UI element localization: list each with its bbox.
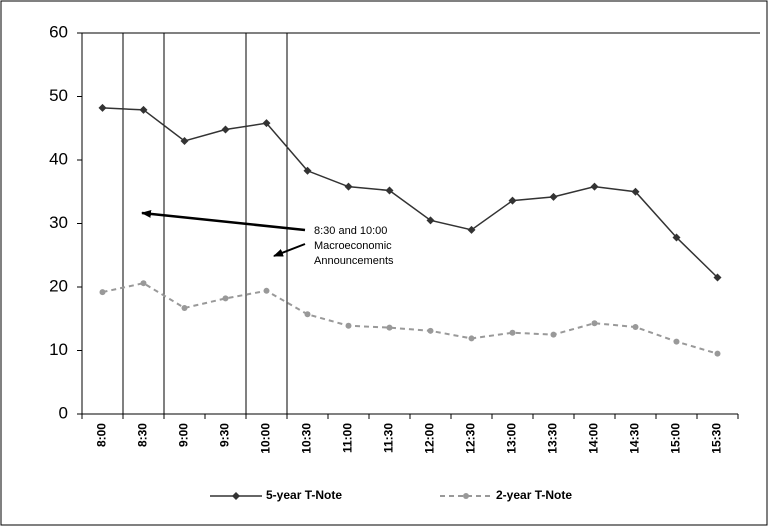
point	[714, 350, 721, 357]
point	[631, 187, 640, 196]
point	[468, 335, 475, 342]
x-tick-label: 12:30	[464, 423, 478, 454]
point	[262, 119, 271, 128]
arrow	[141, 209, 306, 232]
x-tick-label: 8:30	[136, 423, 150, 447]
point	[221, 125, 230, 134]
x-tick-label: 11:00	[341, 423, 355, 453]
x-tick-label: 13:30	[546, 423, 560, 454]
legend-marker	[232, 492, 240, 500]
point	[426, 216, 435, 225]
point	[713, 273, 722, 282]
y-tick-label: 60	[49, 22, 68, 41]
x-tick-label: 8:00	[95, 423, 109, 447]
arrow	[273, 243, 306, 257]
point	[344, 182, 353, 191]
point	[222, 295, 229, 302]
legend-label: 5-year T-Note	[266, 488, 342, 502]
point	[385, 186, 394, 195]
x-tick-label: 10:30	[300, 423, 314, 454]
y-tick-label: 0	[59, 403, 68, 422]
legend-label: 2-year T-Note	[496, 488, 572, 502]
annotation: 8:30 and 10:00	[314, 225, 387, 237]
point	[427, 327, 434, 334]
point	[508, 196, 517, 205]
point	[98, 103, 107, 112]
point	[180, 136, 189, 145]
x-tick-label: 9:00	[177, 423, 191, 447]
point	[467, 225, 476, 234]
x-tick-label: 10:00	[259, 423, 273, 454]
y-tick-label: 50	[49, 86, 68, 105]
point	[632, 324, 639, 331]
point	[263, 287, 270, 294]
point	[549, 192, 558, 201]
point	[509, 329, 516, 336]
point	[139, 105, 148, 114]
x-tick-label: 14:30	[628, 423, 642, 454]
announcement-lines	[122, 33, 288, 414]
y-tick-label: 20	[49, 276, 68, 295]
point	[386, 324, 393, 331]
x-tick-label: 14:00	[587, 423, 601, 454]
x-tick-label: 9:30	[218, 423, 232, 447]
y-tick-label: 10	[49, 340, 68, 359]
point	[181, 304, 188, 311]
point	[304, 311, 311, 318]
legend-marker	[463, 493, 469, 499]
y-tick-label: 30	[49, 213, 68, 232]
annotation: Announcements	[314, 255, 394, 267]
point	[591, 320, 598, 327]
series-line	[102, 107, 719, 279]
y-tick-label: 40	[49, 149, 68, 168]
x-tick-label: 15:30	[710, 423, 724, 454]
annotation: Macroeconomic	[314, 240, 392, 252]
x-tick-label: 15:00	[669, 423, 683, 454]
point	[345, 322, 352, 329]
x-tick-label: 12:00	[423, 423, 437, 454]
point	[550, 331, 557, 338]
point	[673, 338, 680, 345]
point	[140, 280, 147, 287]
point	[590, 182, 599, 191]
x-tick-label: 11:30	[382, 423, 396, 453]
point	[672, 233, 681, 242]
point	[99, 289, 106, 296]
x-tick-label: 13:00	[505, 423, 519, 454]
point	[303, 166, 312, 175]
series-line	[102, 282, 718, 355]
